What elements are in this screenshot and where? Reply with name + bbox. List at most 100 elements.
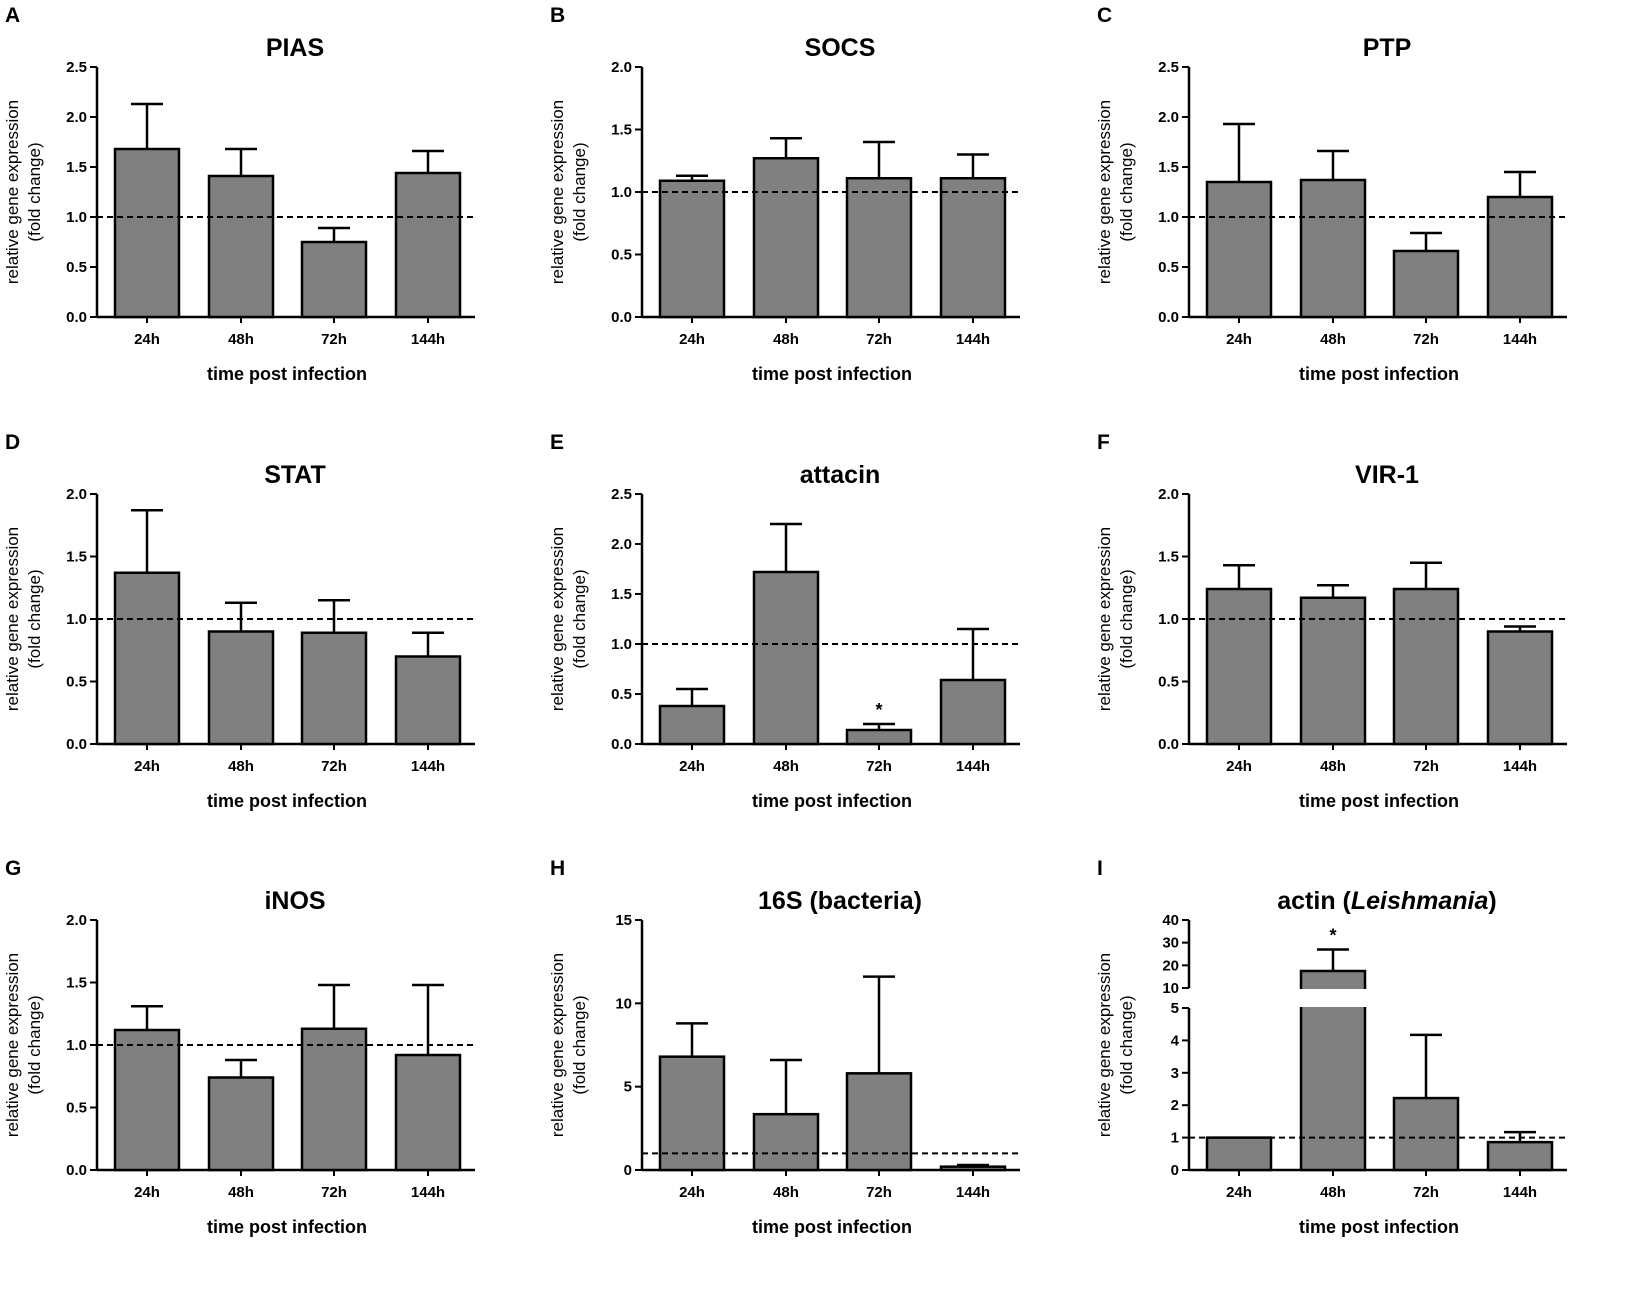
y-axis-label: relative gene expression <box>1095 953 1114 1137</box>
y-tick-label: 1.5 <box>1158 159 1179 176</box>
y-axis-label: relative gene expression <box>548 953 567 1137</box>
bar <box>1486 630 1554 746</box>
panel-letter: I <box>1097 857 1103 880</box>
bar <box>1205 587 1273 746</box>
bar <box>1299 178 1367 319</box>
y-tick-label: 1.0 <box>1158 611 1179 628</box>
bar <box>1205 180 1273 319</box>
x-tick-label: 72h <box>866 331 892 348</box>
bar <box>207 630 275 746</box>
bar <box>207 1076 275 1172</box>
y-tick-label: 0.0 <box>1158 736 1179 753</box>
y-axis-label-line2: (fold change) <box>1117 569 1136 668</box>
bar <box>845 1072 913 1172</box>
bar <box>939 1165 1007 1172</box>
panel-letter: B <box>550 4 565 27</box>
y-tick-label: 30 <box>1162 935 1179 952</box>
x-tick-label: 24h <box>679 1184 705 1201</box>
y-axis-label-line2: (fold change) <box>570 995 589 1094</box>
panel-title: 16S (bacteria) <box>758 887 922 915</box>
x-axis-label: time post infection <box>207 1217 367 1237</box>
bar <box>1299 596 1367 746</box>
panel-a: A PIAS relative gene expression (fold chang… <box>3 4 475 384</box>
x-axis-label: time post infection <box>752 1217 912 1237</box>
y-tick-label: 10 <box>615 995 632 1012</box>
panel-letter: D <box>5 431 20 454</box>
y-axis-label: relative gene expression <box>548 100 567 284</box>
bar <box>939 678 1007 746</box>
y-tick-label: 2.0 <box>66 486 87 503</box>
bar <box>1392 249 1460 319</box>
x-tick-label: 48h <box>228 331 254 348</box>
x-tick-label: 48h <box>228 758 254 775</box>
panel-title: STAT <box>264 461 326 489</box>
y-tick-label: 0.5 <box>611 247 632 264</box>
y-tick-label: 0.0 <box>66 309 87 326</box>
bar <box>113 147 181 319</box>
x-tick-label: 24h <box>1226 331 1252 348</box>
y-tick-label: 1.5 <box>66 975 87 992</box>
bar <box>752 157 820 319</box>
x-tick-label: 24h <box>679 331 705 348</box>
bar <box>658 704 726 746</box>
panel-title: VIR-1 <box>1355 461 1419 489</box>
panel-f: F VIR-1 relative gene expression (fold chan… <box>1095 431 1567 811</box>
y-tick-label: 1.0 <box>66 611 87 628</box>
y-tick-label: 1.0 <box>66 1037 87 1054</box>
y-tick-label: 1.0 <box>611 636 632 653</box>
y-axis-label-line2: (fold change) <box>25 995 44 1094</box>
x-tick-label: 144h <box>411 758 445 775</box>
bar <box>1392 1096 1460 1172</box>
y-axis-label-line2: (fold change) <box>570 142 589 241</box>
x-tick-label: 144h <box>956 758 990 775</box>
y-tick-label: 2 <box>1171 1097 1179 1114</box>
x-tick-label: 24h <box>1226 758 1252 775</box>
significance-marker: * <box>1329 925 1336 945</box>
y-tick-label: 0.5 <box>66 259 87 276</box>
y-axis-label-line2: (fold change) <box>1117 142 1136 241</box>
bar <box>1486 195 1554 319</box>
bar <box>658 1055 726 1172</box>
panel-title: PIAS <box>266 34 324 62</box>
panel-title: PTP <box>1363 34 1412 62</box>
x-tick-label: 72h <box>321 331 347 348</box>
bar <box>300 1027 368 1172</box>
x-tick-label: 144h <box>956 331 990 348</box>
panel-letter: E <box>550 431 564 454</box>
y-axis-label: relative gene expression <box>3 953 22 1137</box>
y-tick-label: 0.5 <box>66 674 87 691</box>
x-tick-label: 48h <box>1320 331 1346 348</box>
y-tick-label: 0.5 <box>1158 259 1179 276</box>
bar <box>752 570 820 746</box>
bar <box>394 171 462 319</box>
axis-break-gap <box>1298 989 1368 1007</box>
y-tick-label: 1.5 <box>611 122 632 139</box>
x-axis-label: time post infection <box>752 791 912 811</box>
title-italic: Leishmania <box>1351 887 1489 915</box>
panel-letter: G <box>5 857 21 880</box>
y-tick-label: 2.0 <box>1158 109 1179 126</box>
y-tick-label: 0.0 <box>66 1162 87 1179</box>
y-axis-label: relative gene expression <box>3 527 22 711</box>
y-tick-label: 1.5 <box>66 549 87 566</box>
x-tick-label: 48h <box>1320 758 1346 775</box>
y-axis-label-line2: (fold change) <box>25 142 44 241</box>
bar <box>394 1053 462 1172</box>
panel-title: SOCS <box>805 34 876 62</box>
y-tick-label: 2.0 <box>66 109 87 126</box>
y-tick-label: 0 <box>1171 1162 1179 1179</box>
bar <box>939 177 1007 319</box>
title-end: ) <box>1488 887 1496 915</box>
title-part: actin ( <box>1277 887 1351 915</box>
y-tick-label: 0 <box>624 1162 632 1179</box>
y-tick-label: 20 <box>1162 957 1179 974</box>
panel-b: B SOCS relative gene expression (fold chang… <box>548 4 1020 384</box>
x-tick-label: 24h <box>679 758 705 775</box>
x-tick-label: 24h <box>134 758 160 775</box>
y-tick-label: 0.5 <box>66 1100 87 1117</box>
bar <box>845 728 913 746</box>
x-tick-label: 24h <box>134 1184 160 1201</box>
x-tick-label: 72h <box>321 1184 347 1201</box>
y-tick-label: 3 <box>1171 1065 1179 1082</box>
